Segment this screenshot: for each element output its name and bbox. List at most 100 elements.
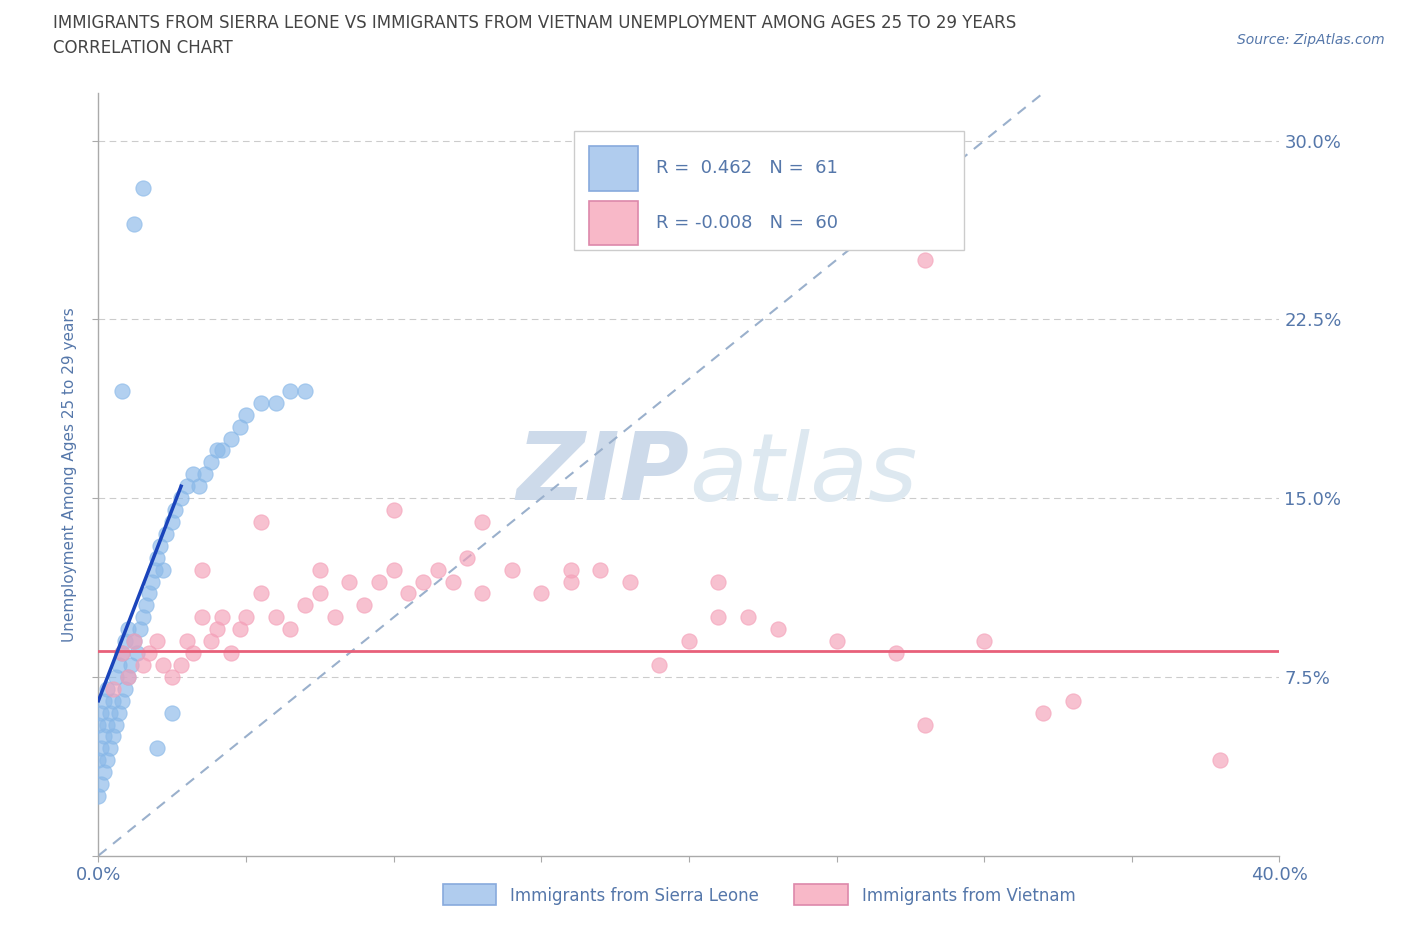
Point	[766, 622, 789, 637]
Point	[149, 538, 172, 553]
Point	[165, 502, 187, 517]
Point	[96, 753, 118, 768]
Point	[117, 670, 139, 684]
Point	[294, 383, 316, 398]
Point	[114, 682, 136, 697]
Point	[560, 574, 582, 589]
Point	[530, 586, 553, 601]
Point	[280, 383, 302, 398]
Point	[339, 574, 361, 589]
Point	[294, 598, 316, 613]
Point	[884, 645, 907, 660]
Point	[117, 622, 139, 637]
Point	[122, 633, 145, 648]
Point	[152, 658, 174, 672]
Point	[120, 658, 142, 672]
Point	[87, 717, 110, 732]
Point	[138, 586, 160, 601]
Point	[619, 574, 641, 589]
Text: IMMIGRANTS FROM SIERRA LEONE VS IMMIGRANTS FROM VIETNAM UNEMPLOYMENT AMONG AGES : IMMIGRANTS FROM SIERRA LEONE VS IMMIGRAN…	[53, 14, 1017, 32]
Point	[914, 717, 936, 732]
Point	[205, 443, 228, 458]
Point	[441, 574, 464, 589]
Point	[264, 395, 287, 410]
Point	[250, 514, 273, 529]
Point	[114, 633, 136, 648]
Point	[194, 467, 217, 482]
Point	[96, 682, 118, 697]
Point	[90, 705, 112, 720]
Point	[108, 705, 131, 720]
Point	[191, 610, 214, 625]
Point	[152, 562, 174, 577]
Point	[146, 741, 169, 756]
Point	[648, 658, 671, 672]
Point	[250, 586, 273, 601]
Point	[93, 693, 115, 708]
Text: Immigrants from Vietnam: Immigrants from Vietnam	[862, 886, 1076, 905]
Point	[138, 645, 160, 660]
Point	[187, 479, 209, 494]
Point	[98, 705, 121, 720]
Text: Source: ZipAtlas.com: Source: ZipAtlas.com	[1237, 33, 1385, 46]
Point	[181, 467, 204, 482]
Point	[128, 622, 150, 637]
Point	[707, 574, 730, 589]
Point	[471, 586, 494, 601]
Point	[501, 562, 523, 577]
Text: Immigrants from Sierra Leone: Immigrants from Sierra Leone	[510, 886, 759, 905]
Point	[382, 562, 405, 577]
Point	[176, 479, 198, 494]
Point	[176, 633, 198, 648]
Point	[211, 443, 233, 458]
Point	[211, 610, 233, 625]
Point	[457, 551, 479, 565]
Text: CORRELATION CHART: CORRELATION CHART	[53, 39, 233, 57]
Point	[1062, 693, 1084, 708]
FancyBboxPatch shape	[589, 201, 638, 245]
Point	[235, 610, 257, 625]
Point	[141, 574, 163, 589]
Point	[737, 610, 759, 625]
Point	[132, 610, 155, 625]
Point	[229, 419, 252, 434]
Point	[111, 645, 134, 660]
Point	[264, 610, 287, 625]
Point	[427, 562, 450, 577]
Point	[368, 574, 391, 589]
Point	[170, 491, 193, 506]
Point	[825, 633, 848, 648]
Text: ZIP: ZIP	[516, 429, 689, 520]
Text: atlas: atlas	[689, 429, 917, 520]
Text: R =  0.462   N =  61: R = 0.462 N = 61	[655, 160, 838, 178]
Point	[143, 562, 166, 577]
Point	[191, 562, 214, 577]
Point	[105, 670, 128, 684]
Point	[309, 562, 332, 577]
Point	[111, 693, 134, 708]
Point	[162, 670, 183, 684]
FancyBboxPatch shape	[575, 131, 965, 250]
Y-axis label: Unemployment Among Ages 25 to 29 years: Unemployment Among Ages 25 to 29 years	[62, 307, 77, 642]
Point	[103, 682, 125, 697]
Point	[93, 729, 115, 744]
Point	[111, 383, 134, 398]
Point	[309, 586, 332, 601]
Point	[471, 514, 494, 529]
Point	[678, 633, 700, 648]
Point	[205, 622, 228, 637]
Point	[221, 645, 243, 660]
Point	[1209, 753, 1232, 768]
Point	[146, 551, 169, 565]
Point	[87, 789, 110, 804]
Point	[229, 622, 252, 637]
Point	[146, 633, 169, 648]
Point	[162, 705, 183, 720]
Point	[103, 729, 125, 744]
Point	[589, 562, 612, 577]
Point	[412, 574, 434, 589]
Point	[382, 502, 405, 517]
Point	[132, 658, 155, 672]
Point	[98, 741, 121, 756]
FancyBboxPatch shape	[589, 146, 638, 191]
